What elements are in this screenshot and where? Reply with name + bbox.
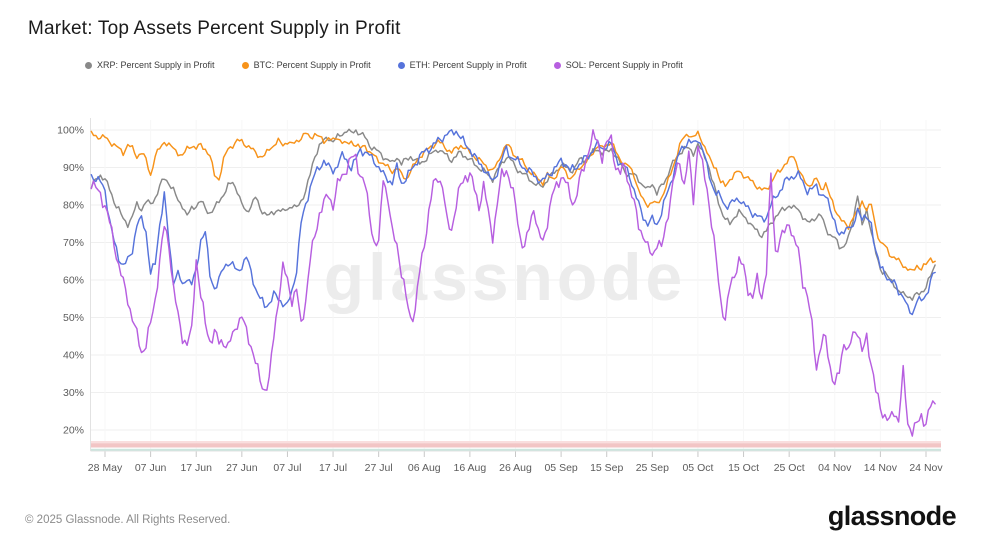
x-axis-label: 25 Oct — [774, 462, 805, 474]
chart-legend: XRP: Percent Supply in Profit BTC: Percen… — [85, 60, 683, 70]
supply-in-profit-chart[interactable]: 100% 90% 80% 70% 60% 50% 40% 30% 20% 28 May 07 Jun… — [0, 110, 984, 490]
x-axis-label: 07 Jun — [135, 462, 167, 474]
x-axis-label: 25 Sep — [636, 462, 669, 474]
legend-label: ETH: Percent Supply in Profit — [409, 60, 527, 70]
legend-item-xrp[interactable]: XRP: Percent Supply in Profit — [85, 60, 215, 70]
bottom-band-teal — [91, 448, 941, 451]
x-axis-label: 27 Jul — [365, 462, 393, 474]
x-axis-label: 05 Sep — [544, 462, 577, 474]
y-axis-label: 20% — [63, 425, 84, 437]
eth-legend-dot-icon — [397, 61, 405, 69]
x-axis-label: 16 Aug — [454, 462, 487, 474]
y-axis-label: 70% — [63, 237, 84, 249]
y-axis-label: 90% — [63, 162, 84, 174]
y-axis-label: 100% — [57, 125, 84, 137]
x-axis-label: 04 Nov — [818, 462, 852, 474]
eth-series-line[interactable] — [90, 129, 936, 316]
x-axis-label: 28 May — [88, 462, 123, 474]
legend-label: XRP: Percent Supply in Profit — [97, 60, 215, 70]
x-axis-label: 14 Nov — [864, 462, 898, 474]
x-axis-label: 24 Nov — [909, 462, 943, 474]
x-axis-label: 07 Jul — [273, 462, 301, 474]
copyright-text: © 2025 Glassnode. All Rights Reserved. — [25, 514, 231, 526]
y-axis-label: 30% — [63, 387, 84, 399]
legend-label: SOL: Percent Supply in Profit — [565, 60, 683, 70]
legend-item-sol[interactable]: SOL: Percent Supply in Profit — [553, 60, 683, 70]
x-axis-label: 26 Aug — [499, 462, 532, 474]
x-axis-label: 06 Aug — [408, 462, 441, 474]
y-axis-label: 80% — [63, 200, 84, 212]
page-title: Market: Top Assets Percent Supply in Pro… — [28, 18, 401, 39]
sol-legend-dot-icon — [553, 61, 561, 69]
x-axis-label: 17 Jul — [319, 462, 347, 474]
x-axis-label: 27 Jun — [226, 462, 258, 474]
legend-item-eth[interactable]: ETH: Percent Supply in Profit — [397, 60, 527, 70]
x-axis-label: 05 Oct — [682, 462, 713, 474]
bottom-band-pink-light — [91, 441, 941, 444]
legend-label: BTC: Percent Supply in Profit — [253, 60, 371, 70]
sol-series-line[interactable] — [90, 129, 936, 437]
glassnode-logo: glassnode — [827, 501, 957, 531]
legend-item-btc[interactable]: BTC: Percent Supply in Profit — [241, 60, 371, 70]
y-axis-label: 60% — [63, 275, 84, 287]
glassnode-watermark: glassnode — [324, 240, 686, 314]
x-axis-label: 15 Oct — [728, 462, 759, 474]
y-axis-label: 40% — [63, 350, 84, 362]
bottom-band-pink — [91, 443, 941, 448]
xrp-series-line[interactable] — [90, 128, 936, 301]
btc-legend-dot-icon — [241, 61, 249, 69]
btc-series-line[interactable] — [90, 130, 936, 271]
x-axis-label: 15 Sep — [590, 462, 623, 474]
y-axis-label: 50% — [63, 312, 84, 324]
x-axis-label: 17 Jun — [180, 462, 212, 474]
xrp-legend-dot-icon — [85, 61, 92, 69]
